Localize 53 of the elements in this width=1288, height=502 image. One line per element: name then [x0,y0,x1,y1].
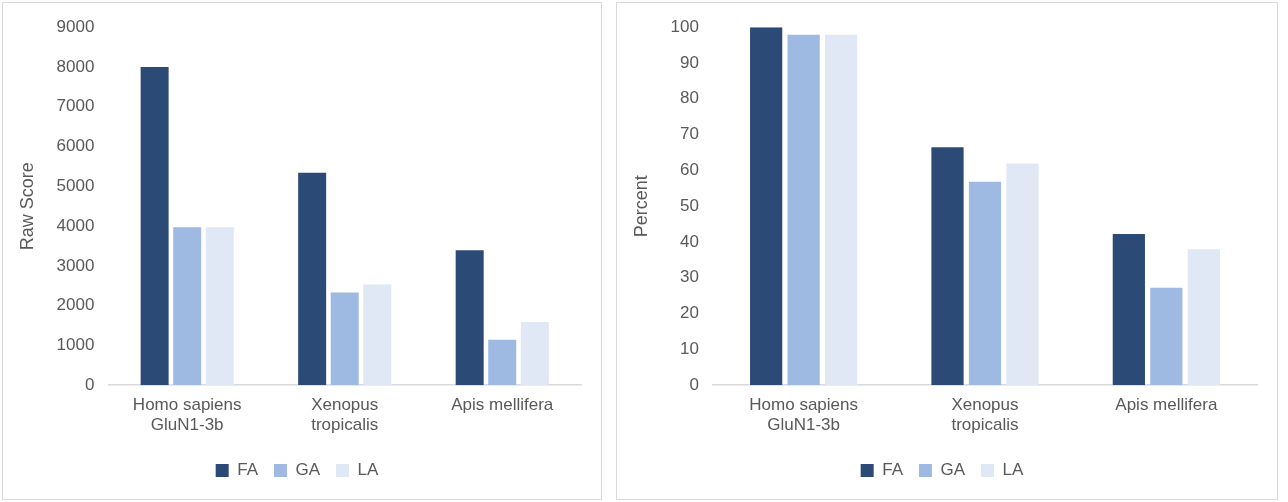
bar [1112,234,1145,386]
x-tick-label: Apis mellifera [451,395,554,415]
y-tick-label: 100 [670,16,699,36]
y-tick-label: 9000 [56,16,95,36]
x-tick-label: Apis mellifera [1115,395,1218,415]
bar [455,250,484,386]
y-axis-title: Percent [630,175,651,238]
bar [750,27,783,386]
bar [787,34,820,386]
bar [330,292,359,386]
bar [520,321,549,386]
y-tick-label: 1000 [56,335,95,355]
bar [1187,249,1220,386]
bar [931,147,964,386]
y-tick-label: 0 [689,374,699,394]
y-tick-label: 90 [680,52,699,72]
y-tick-label: 3000 [56,255,95,275]
legend-label: GA [940,460,966,480]
y-tick-label: 70 [680,124,699,144]
y-tick-label: 7000 [56,96,95,116]
bar [363,284,392,386]
y-tick-label: 30 [680,267,699,287]
legend-label: FA [237,460,259,480]
y-tick-label: 80 [680,88,699,108]
bar [488,339,517,386]
y-tick-label: 60 [680,160,699,180]
bar [1006,163,1039,386]
x-tick-label: Xenopus tropicalis [951,395,1019,435]
x-tick-label: Homo sapiens GluN1-3b [132,395,242,435]
bar [968,181,1002,386]
bar [140,66,169,386]
y-tick-label: 2000 [56,295,95,315]
y-tick-label: 6000 [56,136,95,156]
y-tick-label: 0 [84,374,95,394]
legend-label: GA [295,460,321,480]
bar [825,34,858,386]
y-tick-label: 5000 [56,176,95,195]
legend-label: LA [1002,460,1024,480]
bar [205,227,234,386]
y-tick-label: 10 [680,339,699,359]
x-tick-label: Homo sapiens GluN1-3b [749,395,858,435]
x-tick-label: Xenopus tropicalis [311,395,379,435]
legend-label: FA [882,460,904,480]
y-tick-label: 4000 [56,215,95,235]
y-tick-label: 50 [680,195,699,215]
y-axis-title: Raw Score [16,162,37,251]
bar [1150,287,1183,386]
legend-label: LA [357,460,379,480]
y-tick-label: 20 [680,303,699,323]
y-tick-label: 8000 [56,56,95,76]
y-tick-label: 40 [680,231,699,251]
bar [173,227,202,386]
bar [298,172,327,386]
